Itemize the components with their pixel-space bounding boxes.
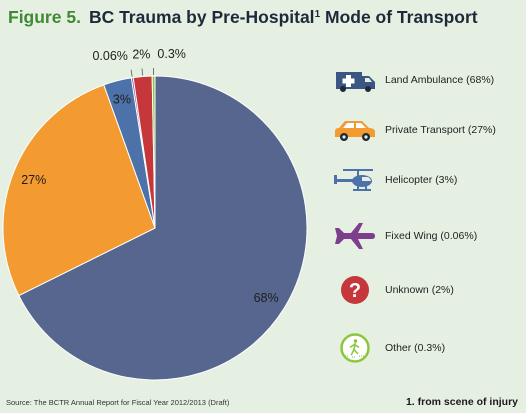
chart-title: Figure 5. BC Trauma by Pre-Hospital1 Mode…: [8, 7, 478, 28]
leader-line-fixed-wing: [130, 69, 133, 77]
pie-slice-private-transport: [2, 84, 156, 297]
title-footnote-marker: 1: [314, 9, 321, 20]
title-rest: Mode of Transport: [320, 7, 478, 27]
legend-label: Land Ambulance (68%): [385, 74, 495, 86]
data-label-fixed-wing: 0.06%: [92, 49, 127, 63]
legend-label: Private Transport (27%): [385, 124, 496, 136]
pie-chart: 68% 27% 3% 0.06% 2% 0.3%: [2, 47, 308, 381]
helicopter-icon: [328, 165, 382, 195]
legend-label: Helicopter (3%): [385, 174, 458, 186]
data-label-helicopter: 3%: [113, 92, 131, 106]
question-icon: ?: [328, 275, 382, 305]
car-icon: [328, 115, 382, 145]
source-note: Source: The BCTR Annual Report for Fisca…: [6, 398, 230, 407]
ambulance-icon: [328, 65, 382, 95]
legend-item-other: Other (0.3%): [328, 333, 445, 363]
legend-item-land-ambulance: Land Ambulance (68%): [328, 65, 494, 95]
legend-label: Other (0.3%): [385, 342, 446, 354]
figure-label: Figure 5.: [8, 7, 81, 27]
title-main: BC Trauma by Pre-Hospital: [88, 7, 315, 27]
legend-item-fixed-wing: Fixed Wing (0.06%): [328, 221, 477, 251]
data-label-other: 0.3%: [157, 47, 186, 61]
data-label-private-transport: 27%: [21, 173, 46, 187]
airplane-icon: [328, 221, 382, 251]
data-label-unknown: 2%: [132, 48, 150, 62]
leader-line-unknown: [141, 68, 143, 76]
footnote: 1. from scene of injury: [405, 396, 518, 408]
legend-label: Fixed Wing (0.06%): [385, 230, 478, 242]
walking-person-icon: [328, 333, 382, 363]
legend-item-helicopter: Helicopter (3%): [328, 165, 457, 195]
pie-slice-other: [151, 75, 156, 229]
legend-item-unknown: ? Unknown (2%): [328, 275, 454, 305]
pie-slice-land-ambulance: [18, 75, 308, 381]
data-label-land-ambulance: 68%: [254, 291, 279, 305]
legend-item-private-transport: Private Transport (27%): [328, 115, 496, 145]
svg-text:?: ?: [349, 280, 361, 302]
legend-label: Unknown (2%): [385, 284, 454, 296]
